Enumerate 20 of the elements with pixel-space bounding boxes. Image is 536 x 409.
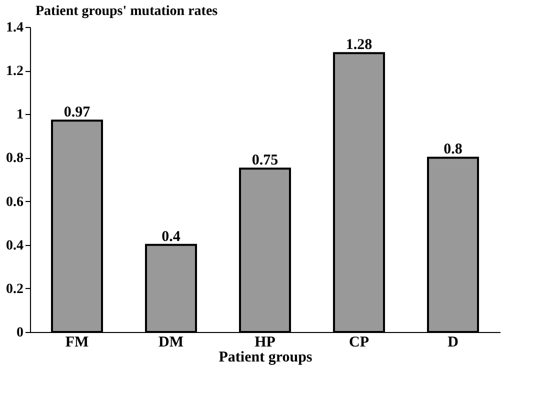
x-tick-label: CP bbox=[349, 334, 369, 350]
x-tick-label: FM bbox=[65, 334, 89, 350]
y-tick-label: 1.4 bbox=[6, 20, 24, 36]
data-label: 0.97 bbox=[64, 104, 91, 121]
x-tick-label: DM bbox=[158, 334, 184, 350]
y-tick-label: 0.6 bbox=[6, 194, 24, 210]
y-tick-label: 0 bbox=[16, 326, 24, 340]
x-tick-label: D bbox=[448, 334, 459, 350]
y-tick-label: 0.2 bbox=[6, 282, 24, 297]
x-tick-label: HP bbox=[254, 334, 276, 350]
x-axis-title: Patient groups bbox=[218, 350, 312, 366]
y-tick-label: 0.8 bbox=[6, 151, 24, 166]
data-label: 0.75 bbox=[252, 152, 278, 169]
data-label: 0.4 bbox=[162, 228, 181, 245]
y-tick-label: 0.4 bbox=[6, 238, 24, 254]
data-label: 1.28 bbox=[346, 37, 372, 54]
y-tick-label: 1.2 bbox=[6, 64, 24, 80]
chart-title: Patient groups' mutation rates bbox=[36, 4, 218, 19]
y-tick-label: 1 bbox=[16, 108, 24, 123]
data-label: 0.8 bbox=[444, 142, 462, 158]
